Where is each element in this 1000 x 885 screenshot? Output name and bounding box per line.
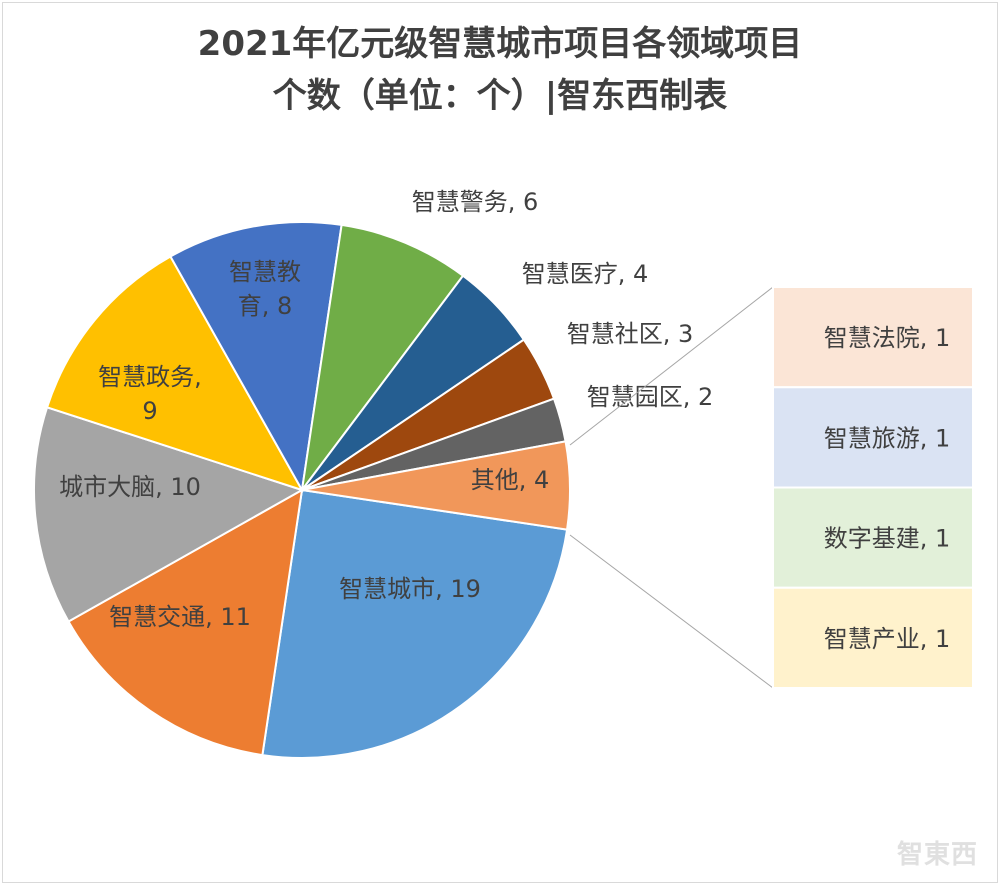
bar-label: 智慧旅游, 1 xyxy=(824,424,951,452)
bar-label: 智慧产业, 1 xyxy=(824,625,951,653)
connector-line xyxy=(569,534,774,689)
logo: 智東西 xyxy=(896,840,978,870)
pie-slice-5 xyxy=(301,223,465,491)
connector-line xyxy=(569,286,774,446)
slice-label: 智慧城市, 19 xyxy=(339,575,481,603)
pie-slice-9 xyxy=(301,440,571,531)
bar-segment-3 xyxy=(772,586,974,689)
slice-label: 智慧政务, 9 xyxy=(98,363,202,425)
chart-title-line1: 2021年亿元级智慧城市项目各领域项目 xyxy=(197,24,803,64)
slice-label: 其他, 4 xyxy=(471,466,550,494)
chart-title-line2: 个数（单位：个）|智东西制表 xyxy=(272,76,728,116)
slice-label: 城市大脑, 10 xyxy=(59,473,201,501)
slice-label: 智慧交通, 11 xyxy=(109,603,251,631)
pie-slice-3 xyxy=(45,255,305,492)
slice-label: 智慧社区, 3 xyxy=(567,320,694,348)
bar-segment-0 xyxy=(772,286,974,389)
slice-label: 智慧园区, 2 xyxy=(587,383,714,411)
pie-slice-4 xyxy=(169,221,343,494)
slice-label: 智慧警务, 6 xyxy=(412,188,539,216)
bar-label: 数字基建, 1 xyxy=(824,525,951,553)
pie-slice-1 xyxy=(67,488,304,757)
slice-label: 智慧教育, 8 xyxy=(229,258,301,320)
bar-segment-2 xyxy=(772,486,974,589)
pie-slice-0 xyxy=(261,488,569,759)
chart-title: 2021年亿元级智慧城市项目各领域项目 个数（单位：个）|智东西制表 xyxy=(0,18,1000,122)
slice-label: 智慧医疗, 4 xyxy=(522,260,649,288)
bar-segment-1 xyxy=(772,386,974,489)
bar-label: 智慧法院, 1 xyxy=(824,324,951,352)
pie-slice-2 xyxy=(33,406,305,623)
